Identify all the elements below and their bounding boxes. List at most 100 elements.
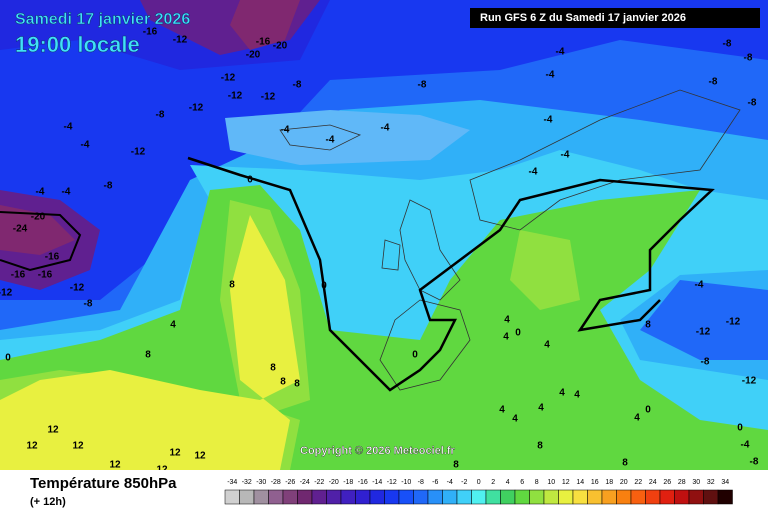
scale-label: -26 xyxy=(285,479,295,486)
contour-label: 12 xyxy=(109,460,121,471)
contour-label: -12 xyxy=(189,103,204,114)
scale-label: -14 xyxy=(372,479,382,486)
scale-swatch xyxy=(239,489,255,505)
scale-label: 20 xyxy=(620,479,628,486)
contour-label: -20 xyxy=(31,212,46,223)
scale-label: 10 xyxy=(547,479,555,486)
contour-label: -4 xyxy=(381,123,390,134)
contour-label: 0 xyxy=(412,350,418,361)
scale-label: 2 xyxy=(491,479,495,486)
contour-label: -8 xyxy=(744,53,753,64)
scale-label: -24 xyxy=(300,479,310,486)
contour-label: -8 xyxy=(156,110,165,121)
scale-swatch xyxy=(355,489,371,505)
contour-label: 12 xyxy=(26,441,38,452)
scale-swatch xyxy=(311,489,327,505)
isotherm xyxy=(0,211,82,272)
contour-label: -16 xyxy=(143,27,158,38)
contour-label: -4 xyxy=(64,122,73,133)
contour-label: -4 xyxy=(326,135,335,146)
scale-swatch xyxy=(500,489,516,505)
contour-label: -8 xyxy=(293,80,302,91)
contour-label: 8 xyxy=(280,377,286,388)
scale-swatch xyxy=(268,489,284,505)
contour-label: -12 xyxy=(70,283,85,294)
zero-isotherm xyxy=(187,156,715,392)
scale-swatch xyxy=(601,489,617,505)
scale-label: -4 xyxy=(447,479,453,486)
scale-label: 8 xyxy=(535,479,539,486)
scale-swatch xyxy=(529,489,545,505)
scale-label: -16 xyxy=(358,479,368,486)
contour-label: 4 xyxy=(503,332,509,343)
contour-label: -4 xyxy=(741,440,750,451)
contour-label: -8 xyxy=(750,457,759,468)
scale-swatch xyxy=(717,489,733,505)
contour-label: 8 xyxy=(270,363,276,374)
contour-label: 8 xyxy=(145,350,151,361)
contour-label: 4 xyxy=(634,413,640,424)
contour-label: 4 xyxy=(512,414,518,425)
contour-label: -20 xyxy=(246,50,261,61)
scale-label: 16 xyxy=(591,479,599,486)
scale-swatch xyxy=(616,489,632,505)
scale-swatch xyxy=(514,489,530,505)
contour-label: 4 xyxy=(574,390,580,401)
contour-label: -4 xyxy=(529,167,538,178)
contour-label: -20 xyxy=(273,41,288,52)
contour-label: -16 xyxy=(11,270,26,281)
scale-label: -8 xyxy=(418,479,424,486)
map-date: Samedi 17 janvier 2026 xyxy=(15,11,190,28)
legend-subtitle: (+ 12h) xyxy=(30,496,66,508)
contour-label: 8 xyxy=(537,441,543,452)
contour-label: -12 xyxy=(131,147,146,158)
scale-label: 14 xyxy=(576,479,584,486)
scale-label: 4 xyxy=(506,479,510,486)
legend-title: Température 850hPa xyxy=(30,475,177,492)
contour-label: -12 xyxy=(261,92,276,103)
scale-label: -20 xyxy=(329,479,339,486)
scale-swatch xyxy=(282,489,298,505)
scale-swatch xyxy=(297,489,313,505)
contour-label: -4 xyxy=(561,150,570,161)
contour-label: 4 xyxy=(170,320,176,331)
scale-label: -30 xyxy=(256,479,266,486)
scale-swatch xyxy=(471,489,487,505)
contour-label: -4 xyxy=(544,115,553,126)
scale-label: 28 xyxy=(678,479,686,486)
coastlines xyxy=(279,89,741,391)
run-info: Run GFS 6 Z du Samedi 17 janvier 2026 xyxy=(480,12,686,24)
scale-swatch xyxy=(340,489,356,505)
scale-swatch xyxy=(674,489,690,505)
contour-label: -8 xyxy=(104,181,113,192)
scale-label: 12 xyxy=(562,479,570,486)
contour-label: -4 xyxy=(36,187,45,198)
scale-swatch xyxy=(224,489,240,505)
scale-swatch xyxy=(630,489,646,505)
scale-swatch xyxy=(456,489,472,505)
scale-swatch xyxy=(384,489,400,505)
scale-label: 26 xyxy=(663,479,671,486)
scale-swatch xyxy=(326,489,342,505)
contour-label: 8 xyxy=(453,460,459,471)
scale-swatch xyxy=(688,489,704,505)
run-box xyxy=(470,8,760,28)
scale-label: -18 xyxy=(343,479,353,486)
contour-label: 8 xyxy=(622,458,628,469)
scale-swatch xyxy=(369,489,385,505)
contour-label: -8 xyxy=(723,39,732,50)
scale-swatch xyxy=(645,489,661,505)
contour-label: -4 xyxy=(695,280,704,291)
contour-label: -8 xyxy=(709,77,718,88)
scale-swatch xyxy=(659,489,675,505)
contour-label: -12 xyxy=(726,317,741,328)
scale-swatch xyxy=(543,489,559,505)
contour-label: 4 xyxy=(504,315,510,326)
contour-label: -12 xyxy=(221,73,236,84)
scale-swatch xyxy=(427,489,443,505)
scale-swatch xyxy=(398,489,414,505)
contour-label: 0 xyxy=(5,353,11,364)
contour-label: -12 xyxy=(742,376,757,387)
contour-label: -4 xyxy=(81,140,90,151)
